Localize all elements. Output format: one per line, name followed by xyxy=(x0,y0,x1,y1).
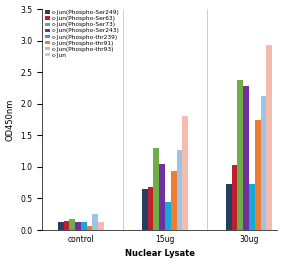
Bar xyxy=(171,171,177,230)
Y-axis label: OD450nm: OD450nm xyxy=(6,98,14,141)
Legend: c-Jun(Phospho-Ser249), c-Jun(Phospho-Ser63), c-Jun(Phospho-Ser73), c-Jun(Phospho: c-Jun(Phospho-Ser249), c-Jun(Phospho-Ser… xyxy=(45,10,120,58)
Bar xyxy=(153,148,159,230)
Bar xyxy=(142,189,148,230)
Bar xyxy=(266,45,272,230)
Bar xyxy=(148,187,153,230)
Bar xyxy=(87,226,93,230)
Bar xyxy=(69,219,75,230)
Bar xyxy=(243,86,249,230)
X-axis label: Nuclear Lysate: Nuclear Lysate xyxy=(125,249,195,258)
Bar xyxy=(255,120,261,230)
Bar xyxy=(98,222,104,230)
Bar xyxy=(182,116,188,230)
Bar xyxy=(177,150,182,230)
Bar xyxy=(237,81,243,230)
Bar xyxy=(261,96,266,230)
Bar xyxy=(159,164,165,230)
Bar xyxy=(58,223,63,230)
Bar xyxy=(232,165,237,230)
Bar xyxy=(93,214,98,230)
Bar xyxy=(226,184,232,230)
Bar xyxy=(75,223,81,230)
Bar xyxy=(249,184,255,230)
Bar xyxy=(165,202,171,230)
Bar xyxy=(81,222,87,230)
Bar xyxy=(63,221,69,230)
